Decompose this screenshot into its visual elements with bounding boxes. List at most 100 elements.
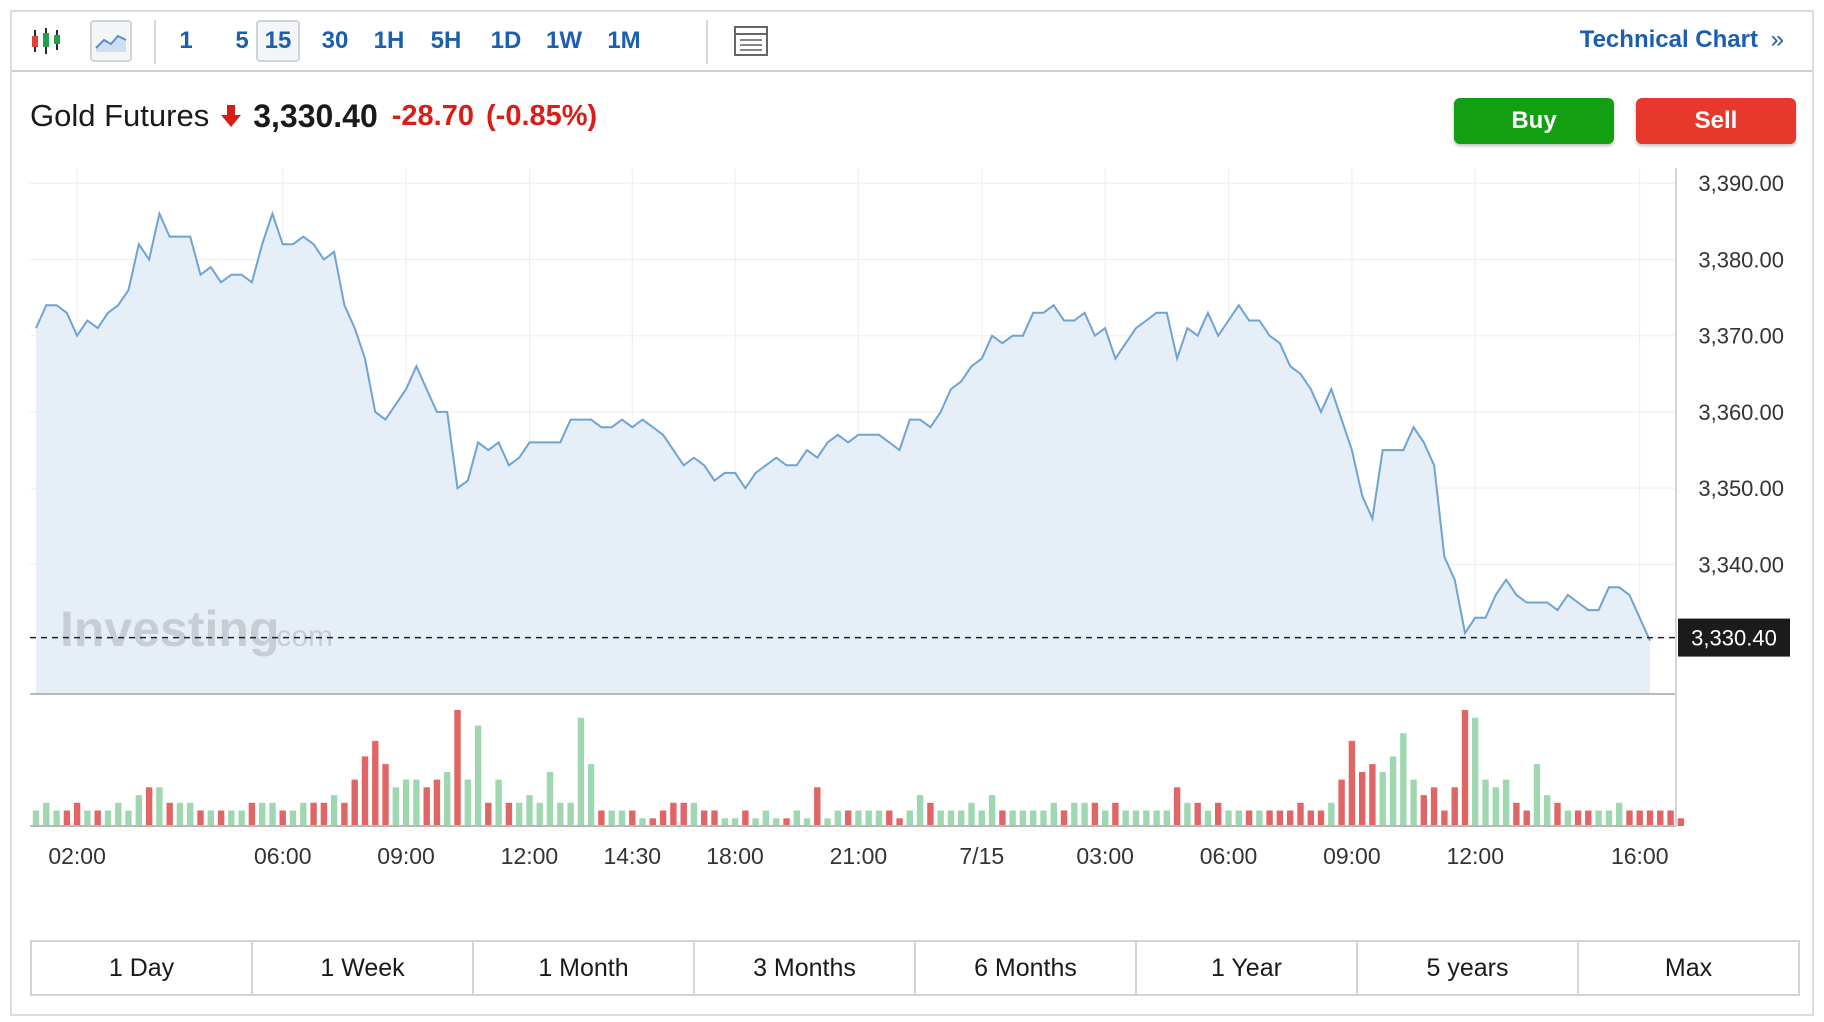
volume-bar-down xyxy=(1060,810,1068,826)
volume-bar-up xyxy=(1410,779,1417,826)
sell-button[interactable]: Sell xyxy=(1636,98,1796,144)
volume-bar-down xyxy=(845,810,852,826)
volume-bar-down xyxy=(197,810,204,826)
volume-bar-up xyxy=(444,771,451,826)
volume-bar-up xyxy=(752,818,759,826)
interval-5[interactable]: 5 xyxy=(235,27,249,54)
last-price-tag-text: 3,330.40 xyxy=(1691,626,1777,651)
volume-bar-down xyxy=(1523,810,1530,826)
volume-bar-up xyxy=(84,810,91,826)
period-1-month[interactable]: 1 Month xyxy=(474,942,695,994)
volume-bar-up xyxy=(1605,810,1613,826)
volume-bar-down xyxy=(896,818,903,826)
volume-bar-up xyxy=(865,810,872,826)
volume-bar-up xyxy=(495,779,502,826)
volume-bar-down xyxy=(1657,810,1664,826)
volume-bar-up xyxy=(834,810,842,826)
volume-bar-up xyxy=(1184,802,1191,826)
volume-bar-down xyxy=(649,818,656,826)
volume-bar-down xyxy=(73,802,81,826)
candlestick-icon[interactable] xyxy=(26,20,66,62)
interval-1[interactable]: 1 xyxy=(179,27,193,54)
volume-bar-up xyxy=(773,818,780,826)
volume-bar-down xyxy=(659,810,667,826)
volume-bar-up xyxy=(330,795,338,826)
interval-5h[interactable]: 5H xyxy=(430,27,462,54)
volume-bar-up xyxy=(464,779,471,826)
period-1-week[interactable]: 1 Week xyxy=(253,942,474,994)
area-chart-icon[interactable] xyxy=(90,20,132,62)
volume-bar-down xyxy=(94,810,101,826)
volume-bar-up xyxy=(1533,764,1541,826)
volume-bar-up xyxy=(1204,810,1212,826)
volume-bar-down xyxy=(1369,764,1376,826)
toolbar-divider xyxy=(706,20,708,64)
period-5-years[interactable]: 5 years xyxy=(1358,942,1579,994)
volume-bar-up xyxy=(608,810,615,826)
last-price: 3,330.40 xyxy=(253,97,378,134)
volume-bar-up xyxy=(402,779,410,826)
technical-chart-link[interactable]: Technical Chart » xyxy=(1580,26,1784,54)
volume-bar-up xyxy=(1328,802,1335,826)
volume-bar-up xyxy=(1030,810,1037,826)
volume-bar-up xyxy=(958,810,965,826)
volume-bar-up xyxy=(587,764,595,826)
interval-1h[interactable]: 1H xyxy=(373,27,405,54)
volume-bar-down xyxy=(310,802,317,826)
volume-bar-down xyxy=(1646,810,1654,826)
volume-bar-up xyxy=(1595,810,1602,826)
volume-bar-up xyxy=(413,779,420,826)
buy-button[interactable]: Buy xyxy=(1454,98,1614,144)
volume-bar-up xyxy=(1379,771,1386,826)
volume-bar-up xyxy=(207,810,214,826)
volume-bar-down xyxy=(1554,802,1561,826)
volume-bar-up xyxy=(392,787,399,826)
volume-bar-down xyxy=(166,802,173,826)
volume-bar-up xyxy=(1482,779,1489,826)
layout-icon[interactable] xyxy=(730,20,772,62)
interval-1d[interactable]: 1D xyxy=(490,27,522,54)
volume-bar-up xyxy=(803,818,811,826)
interval-1m[interactable]: 1M xyxy=(607,27,641,54)
volume-bar-down xyxy=(1677,818,1685,826)
volume-bar-up xyxy=(125,810,132,826)
watermark-suffix: .com xyxy=(268,620,333,653)
volume-bar-up xyxy=(906,810,913,826)
volume-bar-down xyxy=(1513,802,1520,826)
volume-bar-down xyxy=(670,802,677,826)
volume-bar-down xyxy=(454,710,461,826)
arrow-down-icon xyxy=(221,105,242,127)
interval-30[interactable]: 30 xyxy=(321,27,349,54)
period-6-months[interactable]: 6 Months xyxy=(916,942,1137,994)
interval-15[interactable]: 15 xyxy=(256,20,300,62)
volume-bar-down xyxy=(680,802,687,826)
volume-bar-up xyxy=(567,802,574,826)
volume-bar-up xyxy=(1502,779,1510,826)
volume-bar-down xyxy=(351,779,358,826)
volume-bar-down xyxy=(1430,787,1438,826)
volume-bar-up xyxy=(536,802,543,826)
period-max[interactable]: Max xyxy=(1664,953,1713,982)
volume-bar-down xyxy=(1359,771,1366,826)
period-1-day[interactable]: 1 Day xyxy=(32,942,253,994)
price-area xyxy=(36,213,1650,694)
volume-bar-down xyxy=(505,802,513,826)
volume-bar-up xyxy=(32,810,40,826)
period-3-months[interactable]: 3 Months xyxy=(695,942,916,994)
period-1-year[interactable]: 1 Year xyxy=(1137,942,1358,994)
technical-chart-label: Technical Chart xyxy=(1579,26,1758,53)
x-axis-labels: 02:00 06:00 09:00 12:00 14:30 18:00 21:00 7/15 0… xyxy=(48,843,1668,869)
volume-bar-up xyxy=(1544,795,1551,826)
volume-bar-down xyxy=(1338,779,1345,826)
volume-bar-up xyxy=(104,810,112,826)
volume-bar-down xyxy=(1276,810,1284,826)
x-tick-label: 16:00 xyxy=(1611,843,1669,869)
price-line xyxy=(35,210,1651,642)
volume-bar-down xyxy=(927,802,934,826)
volume-bar-up xyxy=(916,795,924,826)
volume-bar-down xyxy=(886,810,893,826)
y-tick-label: 3,360.00 xyxy=(1698,400,1784,425)
volume-bar-down xyxy=(1297,802,1304,826)
interval-1w[interactable]: 1W xyxy=(546,27,582,54)
